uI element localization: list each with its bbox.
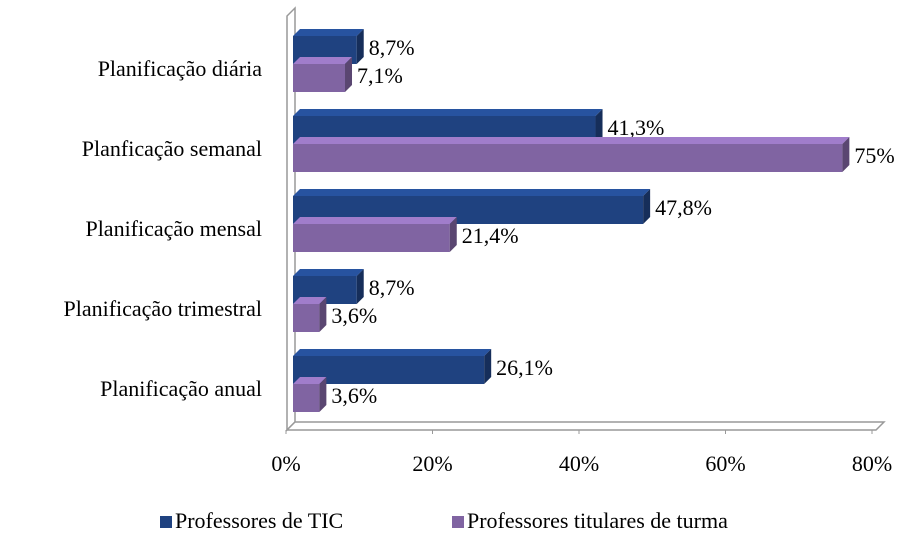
bar-side	[345, 57, 353, 92]
value-label: 8,7%	[369, 275, 415, 300]
value-label: 26,1%	[496, 355, 553, 380]
category-label: Planificação trimestral	[63, 296, 262, 321]
bar-side	[842, 137, 850, 172]
bar	[293, 57, 353, 92]
value-label: 3,6%	[331, 303, 377, 328]
bar	[293, 297, 327, 332]
bar-top	[293, 297, 327, 304]
bar-side	[319, 377, 327, 412]
legend-swatch	[160, 516, 172, 528]
bar	[293, 377, 327, 412]
bar-front	[293, 304, 320, 332]
x-tick-label: 80%	[852, 451, 892, 476]
bar-top	[293, 189, 651, 196]
category-label: Planificação diária	[98, 56, 263, 81]
bar-front	[293, 64, 346, 92]
bar-side	[356, 29, 364, 64]
bar-side	[356, 269, 364, 304]
bar-side	[319, 297, 327, 332]
bar-front	[293, 144, 843, 172]
x-tick-label: 20%	[412, 451, 452, 476]
value-label: 41,3%	[608, 115, 665, 140]
bar-top	[293, 377, 327, 384]
legend-label: Professores de TIC	[175, 508, 343, 533]
x-tick-label: 40%	[559, 451, 599, 476]
bar-top	[293, 137, 850, 144]
bar-top	[293, 29, 364, 36]
legend-label: Professores titulares de turma	[467, 508, 728, 533]
floor	[285, 421, 886, 431]
x-tick-label: 0%	[271, 451, 300, 476]
bar	[293, 137, 850, 172]
bar-top	[293, 57, 353, 64]
bar-top	[293, 109, 603, 116]
x-tick-label: 60%	[705, 451, 745, 476]
legend-swatch	[452, 516, 464, 528]
bar-front	[293, 384, 320, 412]
bar-side	[449, 217, 457, 252]
bar-side	[643, 189, 651, 224]
bar-top	[293, 217, 457, 224]
value-label: 3,6%	[331, 383, 377, 408]
value-label: 8,7%	[369, 35, 415, 60]
bar-side	[595, 109, 603, 144]
category-label: Planficação semanal	[82, 136, 262, 161]
value-label: 47,8%	[655, 195, 712, 220]
bar-top	[293, 269, 364, 276]
value-label: 7,1%	[357, 63, 403, 88]
value-label: 75%	[854, 143, 894, 168]
value-label: 21,4%	[462, 223, 519, 248]
bar	[293, 217, 457, 252]
category-label: Planificação mensal	[85, 216, 262, 241]
bar-top	[293, 349, 492, 356]
bar-front	[293, 224, 450, 252]
bar-side	[484, 349, 492, 384]
category-label: Planificação anual	[100, 376, 262, 401]
